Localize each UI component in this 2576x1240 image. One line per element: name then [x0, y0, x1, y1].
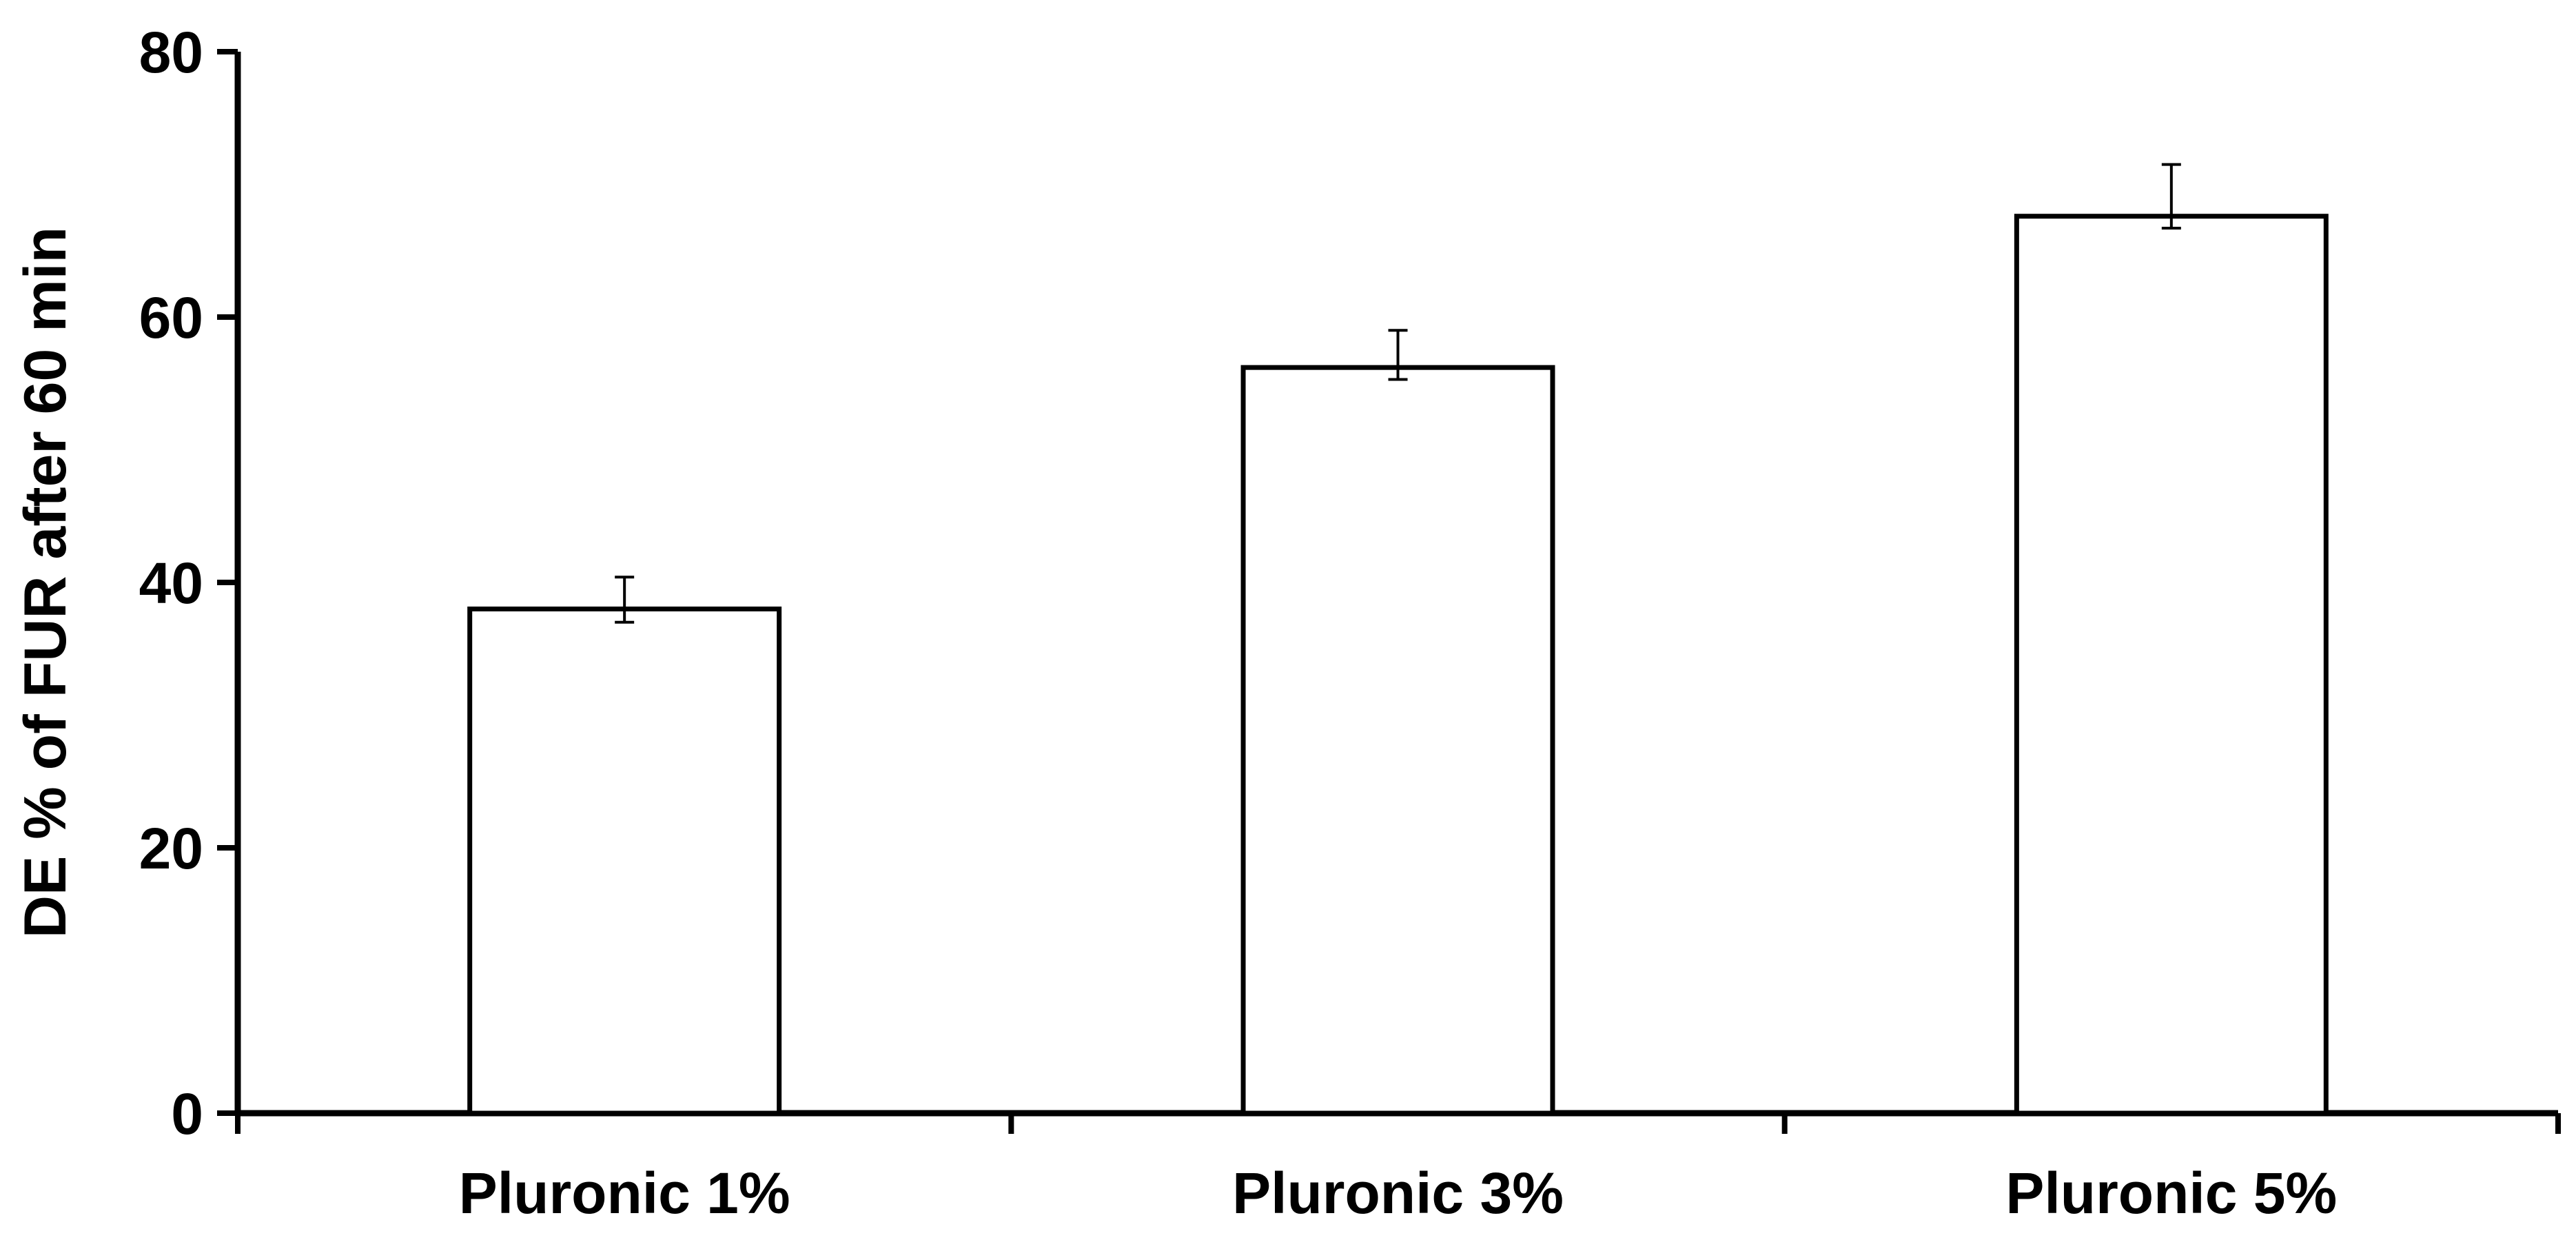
error-bars	[615, 163, 2181, 624]
y-tick-label-2: 40	[139, 551, 203, 616]
bar-1	[1240, 365, 1555, 1116]
y-axis-title: DE % of FUR after 60 min	[12, 227, 79, 938]
y-tick-label-4: 80	[139, 20, 203, 85]
bar-0	[467, 607, 782, 1116]
x-axis: Pluronic 1% Pluronic 3% Pluronic 5%	[235, 1110, 2561, 1226]
y-tick-label-0: 0	[171, 1081, 203, 1146]
bars	[467, 214, 2329, 1116]
x-tick-label-0: Pluronic 1%	[459, 1161, 790, 1226]
y-tick-label-1: 20	[139, 816, 203, 881]
bar-2	[2014, 214, 2329, 1116]
x-tick-label-2: Pluronic 5%	[2005, 1161, 2337, 1226]
x-tick-label-1: Pluronic 3%	[1232, 1161, 1564, 1226]
y-axis: 0 20 40 60 80	[139, 20, 241, 1146]
y-tick-label-3: 60	[139, 285, 203, 350]
